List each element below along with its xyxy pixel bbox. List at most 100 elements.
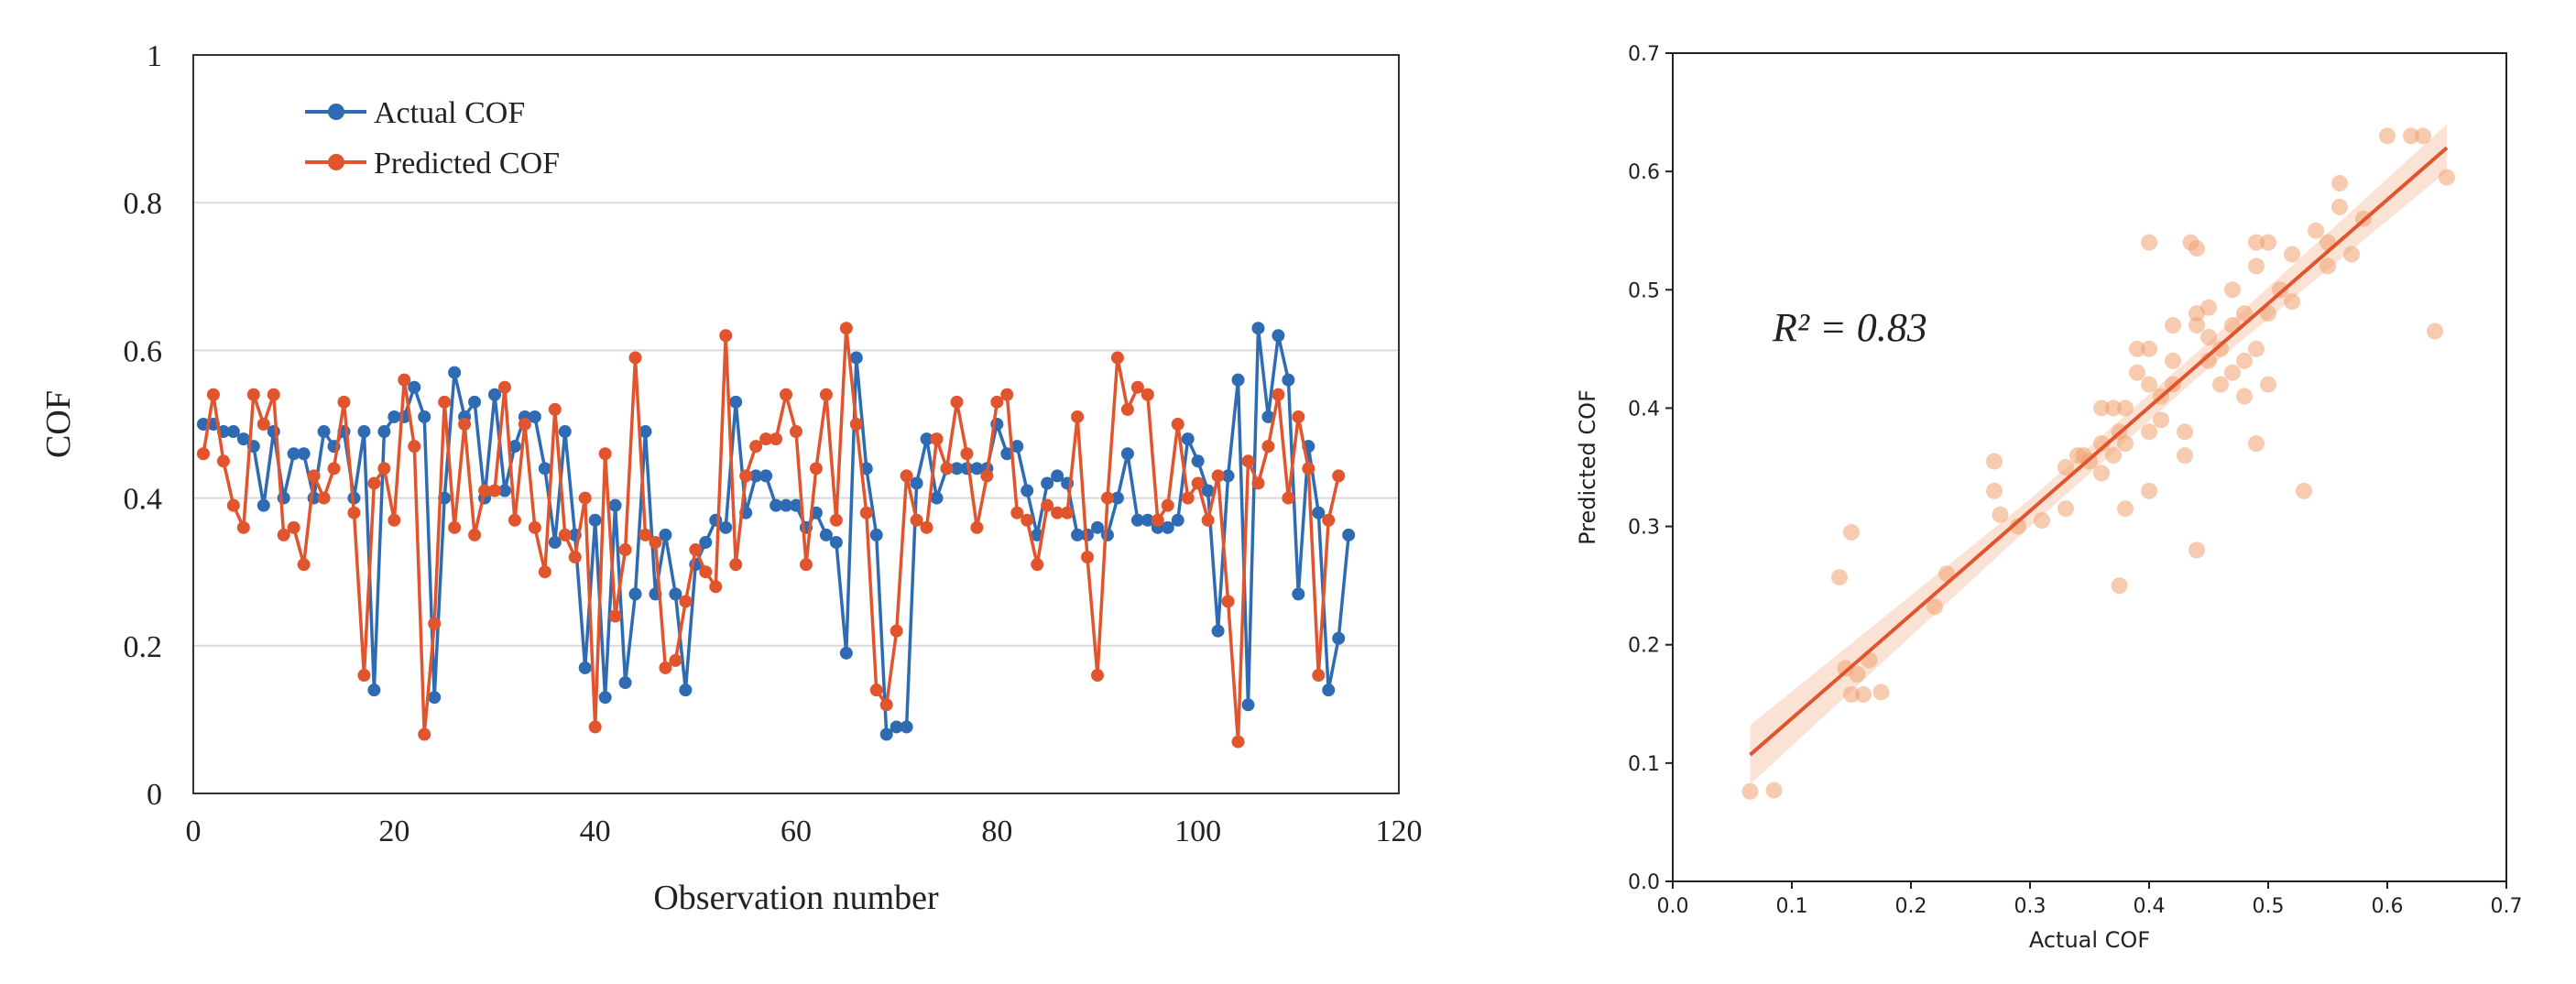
x-tick-label: 0.4 [2134,895,2166,918]
data-point [679,683,693,697]
scatter-point [2165,352,2181,369]
r-squared-annotation: R² = 0.83 [1772,305,1927,350]
data-point [518,418,531,431]
data-point [317,491,331,505]
y-tick-label: 0.4 [1628,398,1660,421]
scatter-point [2260,234,2276,251]
data-point [1181,491,1195,505]
x-axis-title: Actual COF [2029,927,2150,953]
plot-frame [1672,52,2507,882]
data-point [196,447,210,461]
data-point [1141,513,1154,527]
data-point [920,520,933,534]
data-point [1171,513,1184,527]
scatter-point [2272,281,2288,299]
scatter-point [2141,234,2157,251]
scatter-point [2141,482,2157,499]
data-point [1231,735,1245,749]
tick-labels: 0.0 0.1 0.2 0.3 0.4 0.5 0.6 0.7 0.0 0.1 0.2 0.3 0.4 0… [1628,43,2523,918]
data-point [538,462,551,476]
scatter-point [1843,685,1860,703]
data-point [508,440,521,454]
data-point [1201,484,1215,497]
x-tick-label: 0.5 [2253,895,2285,918]
y-tick-label: 1 [147,39,162,73]
line-chart: 0 0.2 0.4 0.6 0.8 1 0 20 40 60 80 100 120 Actual COF… [39,39,1423,917]
data-point [930,432,944,446]
data-point [438,395,452,409]
legend-swatch-marker [328,154,344,170]
data-point [1041,476,1054,490]
data-point [839,646,853,660]
scatter-point [2236,388,2253,405]
x-tick-label: 0.0 [1657,895,1689,918]
data-point [317,425,331,439]
scatter-point [1855,685,1872,703]
y-tick-label: 0.2 [124,630,163,664]
data-point [216,454,230,468]
data-point [508,513,521,527]
x-tick-label: 0.6 [2372,895,2404,918]
scatter-point [2058,459,2074,476]
data-point [568,551,582,564]
data-point [226,498,240,512]
data-point [770,498,783,512]
data-point [1312,506,1326,519]
data-point [890,720,903,734]
data-point [739,469,753,483]
data-point [1231,373,1245,387]
data-point [689,543,703,557]
scatter-point [2248,257,2265,275]
data-point [1211,469,1225,483]
scatter-point [2248,435,2265,453]
data-point [1061,506,1075,519]
data-point [448,366,462,379]
y-tick-label: 0.7 [1628,43,1660,66]
data-point [1261,410,1275,423]
data-point [799,558,813,572]
scatter-point [2141,376,2157,393]
data-point [900,469,913,483]
x-axis-title: Observation number [653,879,939,917]
scatter-point [2308,222,2324,239]
x-tick-label: 40 [580,815,611,848]
data-point [287,520,300,534]
data-point [497,380,511,394]
x-tick-label: 60 [780,815,812,848]
data-point [780,498,793,512]
data-point [387,513,401,527]
data-point [1302,462,1315,476]
data-point [468,395,482,409]
data-point [1100,491,1114,505]
scatter-point [2236,352,2253,369]
scatter-point [2105,399,2122,417]
data-point [1191,454,1205,468]
data-point [679,595,693,608]
data-point [1201,513,1215,527]
data-point [578,661,592,674]
data-point [669,587,682,601]
data-point [819,388,833,401]
x-tick-label: 80 [981,815,1012,848]
data-point [1130,513,1144,527]
x-tick-label: 100 [1174,815,1221,848]
data-point [236,520,250,534]
scatter-point [1986,482,2003,499]
scatter-point [2260,376,2276,393]
x-tick-label: 0 [186,815,202,848]
data-point [639,528,652,541]
data-point [1261,440,1275,454]
data-point [1211,624,1225,638]
scatter-point [1831,569,1848,586]
data-point [488,388,501,401]
scatter-point [2117,399,2134,417]
data-point [1221,469,1235,483]
data-point [408,380,421,394]
data-point [1312,669,1326,683]
data-point [709,580,723,594]
data-point [759,432,773,446]
data-point [558,425,572,439]
data-point [1161,498,1174,512]
scatter-point [2236,305,2253,323]
data-point [1071,410,1085,423]
